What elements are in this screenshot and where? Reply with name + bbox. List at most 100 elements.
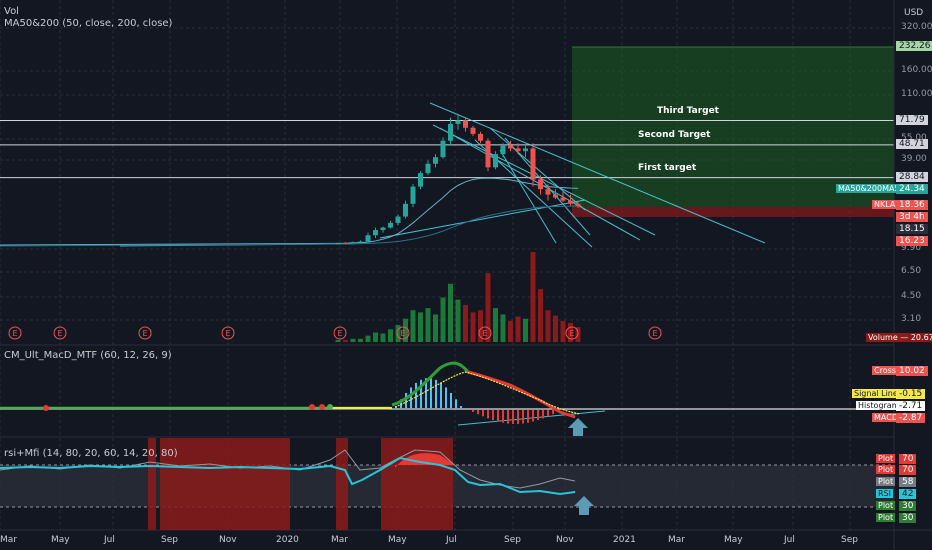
- candle-body: [410, 186, 416, 204]
- x-tick-label: Sep: [841, 535, 858, 545]
- histogram-bar: [522, 410, 524, 424]
- earnings-marker-label: E: [225, 329, 230, 338]
- y-tick-label: 160.00: [901, 65, 932, 75]
- candle-body: [388, 222, 393, 228]
- histogram-bar: [400, 399, 402, 408]
- candle-body: [425, 163, 431, 174]
- candle-body: [485, 140, 491, 168]
- macd-line-red: [467, 370, 576, 419]
- signal-line: [394, 371, 581, 415]
- histogram-bar: [482, 410, 484, 417]
- earnings-marker-icon: [8, 326, 22, 340]
- candle-body: [373, 230, 378, 236]
- earnings-marker-icon: [53, 326, 67, 340]
- volume-bar: [463, 304, 468, 342]
- candle-body: [365, 235, 371, 242]
- histogram-bar: [527, 410, 529, 423]
- macd-tag-value: 10.02: [896, 366, 928, 376]
- candle-body: [568, 200, 573, 204]
- histogram-bar: [552, 410, 554, 415]
- volume-bar: [448, 283, 453, 342]
- top-value-tag: 232.26: [896, 41, 932, 51]
- macd-tag-label: Cross: [872, 366, 898, 375]
- macd-tag-value: -2.71: [896, 401, 926, 411]
- histogram-bar: [542, 410, 544, 419]
- volume-bar: [365, 335, 371, 342]
- macd-tag-value: -0.15: [896, 389, 926, 399]
- macd-pane: [0, 361, 894, 436]
- histogram-bar: [405, 392, 407, 408]
- candle-body: [433, 157, 438, 164]
- volume-bar: [538, 289, 543, 342]
- candle-body: [358, 241, 363, 243]
- earnings-marker-label: E: [400, 329, 405, 338]
- volume-bar: [545, 310, 551, 342]
- candle-body: [560, 197, 566, 201]
- candle-body: [523, 148, 528, 152]
- volume-bars: [335, 252, 581, 342]
- macd-tag-label: MACD: [872, 413, 900, 422]
- macd-histogram: [395, 378, 559, 424]
- earnings-marker-icon: [478, 326, 492, 340]
- histogram-bar: [425, 378, 427, 408]
- histogram-bar: [507, 410, 509, 424]
- candle-body: [455, 120, 461, 124]
- candle-body: [530, 148, 536, 180]
- rsi-line: [0, 456, 576, 496]
- histogram-bar: [477, 410, 479, 415]
- x-tick-label: Jul: [784, 535, 795, 545]
- histogram-bar: [492, 410, 494, 421]
- volume-bar: [493, 308, 498, 342]
- rsi-tag-value: 70: [899, 454, 917, 464]
- histogram-bar: [420, 379, 422, 408]
- volume-bar: [455, 299, 461, 342]
- earnings-marker-icon: [396, 326, 410, 340]
- volume-bar: [478, 310, 483, 342]
- volume-bar: [560, 320, 566, 342]
- volume-bar: [523, 318, 528, 342]
- macd-tag-value: -2.87: [896, 413, 926, 423]
- x-tick-label: Jul: [104, 535, 115, 545]
- x-tick-label: May: [51, 535, 70, 545]
- target-label: Second Target: [638, 129, 711, 140]
- volume-bar: [553, 315, 558, 342]
- price-tag-label: MA50&200MA50: [836, 184, 907, 193]
- y-tick-label: 110.00: [901, 89, 932, 99]
- rsi-tag-value: 42: [899, 489, 917, 499]
- y-tick-label: 55.00: [901, 133, 927, 143]
- histogram-bar: [445, 387, 447, 408]
- candle-body: [515, 148, 521, 152]
- volume-bar: [380, 333, 386, 342]
- candle-body: [545, 189, 551, 195]
- target-value-tag: 71.79: [896, 114, 928, 125]
- x-tick-label: Mar: [331, 535, 348, 545]
- earnings-marker-icon: [221, 326, 235, 340]
- histogram-bar: [415, 382, 417, 408]
- x-tick-label: Nov: [556, 535, 574, 545]
- histogram-bar: [517, 410, 519, 424]
- target-value-tag: 28.84: [896, 171, 928, 182]
- histogram-bar: [532, 410, 534, 422]
- up-arrow-icon: [568, 418, 588, 436]
- y-tick-label: 9.90: [901, 243, 922, 253]
- up-arrow-icon: [574, 496, 594, 515]
- price-tag-value: 24.34: [896, 184, 928, 194]
- rsi-tag-value: 58: [899, 477, 917, 487]
- candle-body: [403, 203, 408, 217]
- volume-bar: [358, 338, 363, 342]
- rsi-tag-value: 30: [899, 501, 917, 511]
- earnings-marker-icon: [138, 326, 152, 340]
- x-tick-label: May: [388, 535, 407, 545]
- histogram-bar: [450, 392, 452, 408]
- histogram-bar: [472, 410, 474, 412]
- volume-bar: [440, 297, 446, 342]
- volume-bar: [350, 338, 356, 342]
- candle-body: [448, 123, 453, 141]
- x-tick-label: Mar: [0, 535, 17, 545]
- histogram-bar: [537, 410, 539, 421]
- candle-body: [343, 242, 348, 244]
- volume-bar: [403, 318, 408, 342]
- rsi-tag-label: Plot: [876, 477, 896, 486]
- candle-body: [395, 216, 401, 223]
